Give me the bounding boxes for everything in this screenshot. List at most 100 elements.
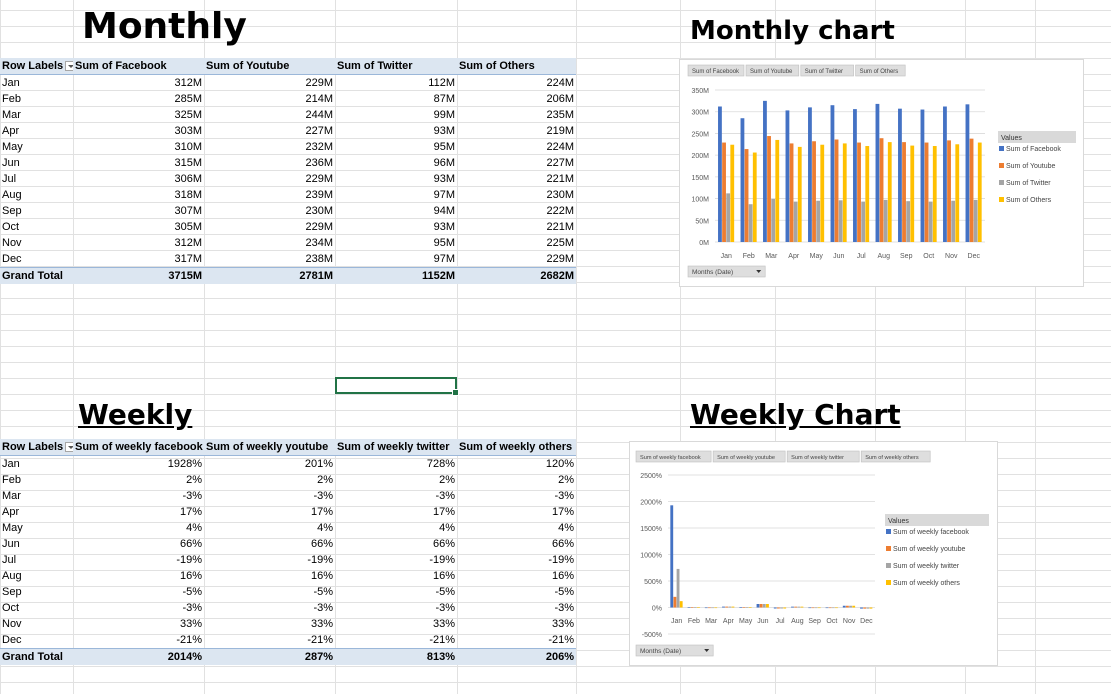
- table-row[interactable]: Oct 305M 229M 93M 221M: [0, 219, 576, 235]
- bar[interactable]: [845, 605, 849, 608]
- bar[interactable]: [789, 143, 794, 242]
- bar[interactable]: [728, 606, 732, 608]
- value-cell[interactable]: 222M: [546, 205, 574, 217]
- row-label-cell[interactable]: Dec: [2, 253, 22, 265]
- value-cell[interactable]: 66%: [179, 538, 202, 550]
- value-cell[interactable]: 66%: [432, 538, 455, 550]
- row-label-cell[interactable]: Aug: [2, 189, 22, 201]
- bar[interactable]: [745, 607, 749, 608]
- bar[interactable]: [739, 607, 743, 608]
- bar[interactable]: [679, 601, 683, 608]
- legend-entry[interactable]: Sum of Youtube: [1006, 163, 1056, 170]
- bar[interactable]: [863, 607, 867, 609]
- field-button[interactable]: [635, 450, 712, 463]
- bar[interactable]: [762, 604, 766, 608]
- bar[interactable]: [797, 146, 802, 242]
- value-cell[interactable]: 238M: [305, 253, 333, 265]
- field-button[interactable]: [712, 450, 786, 463]
- bar[interactable]: [808, 607, 812, 609]
- bar[interactable]: [707, 607, 711, 609]
- field-button[interactable]: [860, 450, 931, 463]
- bar[interactable]: [766, 604, 769, 608]
- value-cell[interactable]: 325M: [174, 109, 202, 121]
- bar[interactable]: [835, 607, 838, 609]
- value-cell[interactable]: 230M: [305, 205, 333, 217]
- value-cell[interactable]: 17%: [179, 506, 202, 518]
- months-filter-button[interactable]: [635, 644, 714, 657]
- value-cell[interactable]: 33%: [310, 618, 333, 630]
- bar[interactable]: [951, 200, 956, 242]
- bar[interactable]: [742, 607, 746, 608]
- bar[interactable]: [928, 201, 933, 242]
- bar[interactable]: [794, 606, 798, 608]
- bar[interactable]: [808, 107, 812, 242]
- value-cell[interactable]: -19%: [429, 554, 455, 566]
- bar[interactable]: [785, 110, 790, 242]
- row-label-cell[interactable]: Jul: [2, 173, 17, 185]
- field-button[interactable]: [687, 64, 745, 77]
- field-button[interactable]: [786, 450, 860, 463]
- bar[interactable]: [947, 140, 951, 242]
- bar[interactable]: [791, 606, 794, 608]
- value-cell[interactable]: 312M: [174, 237, 202, 249]
- bar[interactable]: [828, 607, 832, 609]
- bar[interactable]: [817, 607, 821, 609]
- value-cell[interactable]: 4%: [186, 522, 202, 534]
- value-cell[interactable]: 2%: [186, 474, 202, 486]
- bar[interactable]: [711, 607, 714, 609]
- value-cell[interactable]: -3%: [313, 490, 333, 502]
- table-row[interactable]: May 4% 4% 4% 4%: [0, 520, 576, 536]
- weekly-pivot-chart[interactable]: Sum of weekly facebook Sum of weekly yout…: [629, 441, 998, 666]
- value-cell[interactable]: 225M: [546, 237, 574, 249]
- table-row[interactable]: Jun 315M 236M 96M 227M: [0, 155, 576, 171]
- bar[interactable]: [973, 199, 978, 242]
- row-labels-filter-dropdown-icon[interactable]: [65, 61, 73, 72]
- table-row[interactable]: Feb 2% 2% 2% 2%: [0, 472, 576, 488]
- value-cell[interactable]: 93M: [433, 173, 455, 185]
- value-cell[interactable]: 236M: [305, 157, 333, 169]
- bar[interactable]: [857, 142, 861, 242]
- value-cell[interactable]: 307M: [174, 205, 202, 217]
- bar[interactable]: [977, 142, 982, 242]
- value-cell[interactable]: 93M: [433, 221, 455, 233]
- value-cell[interactable]: -3%: [435, 602, 455, 614]
- bar[interactable]: [693, 607, 697, 608]
- bar[interactable]: [722, 606, 725, 608]
- legend-entry[interactable]: Sum of Twitter: [1006, 180, 1051, 187]
- bar[interactable]: [756, 604, 760, 608]
- value-cell[interactable]: 230M: [546, 189, 574, 201]
- value-cell[interactable]: 4%: [439, 522, 455, 534]
- table-row[interactable]: Jul -19% -19% -19% -19%: [0, 552, 576, 568]
- table-row[interactable]: Feb 285M 214M 87M 206M: [0, 91, 576, 107]
- bar[interactable]: [752, 152, 757, 242]
- bar[interactable]: [906, 201, 911, 242]
- table-row[interactable]: Apr 17% 17% 17% 17%: [0, 504, 576, 520]
- value-cell[interactable]: 99M: [433, 109, 455, 121]
- bar[interactable]: [704, 607, 708, 609]
- value-cell[interactable]: 315M: [174, 157, 202, 169]
- value-cell[interactable]: 310M: [174, 141, 202, 153]
- value-cell[interactable]: 305M: [174, 221, 202, 233]
- value-cell[interactable]: 96M: [433, 157, 455, 169]
- value-cell[interactable]: 33%: [551, 618, 574, 630]
- table-row[interactable]: Nov 33% 33% 33% 33%: [0, 616, 576, 632]
- table-row[interactable]: Sep -5% -5% -5% -5%: [0, 584, 576, 600]
- value-cell[interactable]: 235M: [546, 109, 574, 121]
- bar[interactable]: [860, 607, 863, 609]
- value-cell[interactable]: -19%: [176, 554, 202, 566]
- row-labels-filter-dropdown-icon[interactable]: [65, 442, 73, 453]
- bar[interactable]: [780, 607, 783, 609]
- value-cell[interactable]: 227M: [305, 125, 333, 137]
- table-row[interactable]: Jul 306M 229M 93M 221M: [0, 171, 576, 187]
- value-cell[interactable]: -21%: [176, 634, 202, 646]
- row-label-cell[interactable]: Oct: [2, 602, 20, 614]
- row-label-cell[interactable]: May: [2, 141, 23, 153]
- bar[interactable]: [969, 138, 974, 242]
- legend-entry[interactable]: Sum of Others: [1006, 197, 1052, 204]
- row-label-cell[interactable]: Oct: [2, 221, 20, 233]
- bar[interactable]: [902, 142, 906, 242]
- row-label-cell[interactable]: Mar: [2, 490, 21, 502]
- row-label-cell[interactable]: Feb: [2, 474, 21, 486]
- bar[interactable]: [816, 200, 821, 242]
- value-cell[interactable]: -3%: [182, 602, 202, 614]
